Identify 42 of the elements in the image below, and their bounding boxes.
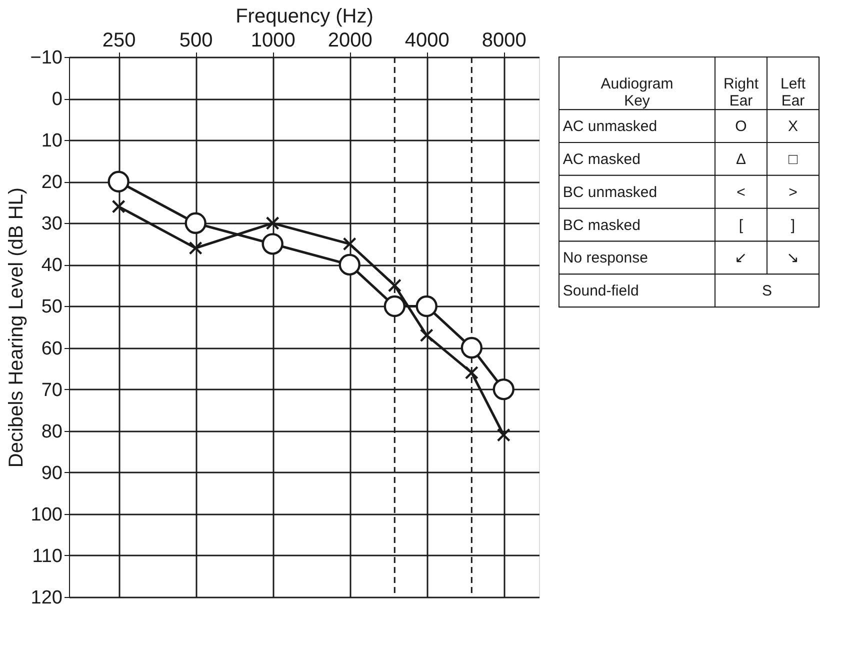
text: < [736,184,746,201]
text: □ [788,150,798,168]
text: [ [738,216,744,234]
y-tick-label: 20 [41,172,62,194]
y-tick-label: 10 [41,130,62,152]
text: ] [790,216,796,234]
text: Audiogram Key [600,75,674,110]
text: BC unmasked [562,184,658,201]
x-tick-label: 8000 [482,30,526,52]
text: Left Ear [780,75,806,110]
y-tick-label: −10 [30,48,62,68]
y-axis-title: Decibels Hearing Level (dB HL) [5,187,28,468]
y-tick-label: 100 [30,504,62,526]
y-tick-label: 40 [41,255,62,276]
x-tick-label: 2000 [328,30,372,52]
y-tick-label: 90 [41,462,62,484]
x-axis-title: Frequency (Hz) [236,6,374,28]
x-tick-label: 500 [179,30,213,52]
text: Δ [736,150,746,168]
text: No response [562,250,648,267]
text: AC masked [562,150,640,168]
y-tick-label: 80 [41,421,62,442]
text: ↘ [786,250,800,267]
text: O [735,118,747,136]
x-tick-label: 1000 [250,30,296,52]
y-tick-label: 110 [32,546,62,567]
text: Sound-field [562,282,639,300]
text: > [788,184,798,201]
text: BC masked [562,216,640,234]
y-tick-label: 0 [52,89,62,110]
text: X [788,118,798,136]
text: ↙ [734,250,748,267]
x-tick-label: 4000 [404,30,450,52]
text: S [762,282,772,300]
text: AC unmasked [562,118,658,136]
y-tick-label: 120 [30,588,62,608]
x-tick-label: 250 [102,30,136,52]
y-tick-label: 60 [41,338,62,360]
y-tick-label: 70 [41,380,62,401]
y-tick-label: 30 [41,214,62,235]
y-tick-label: 50 [41,296,62,318]
text: Right Ear [723,75,760,110]
